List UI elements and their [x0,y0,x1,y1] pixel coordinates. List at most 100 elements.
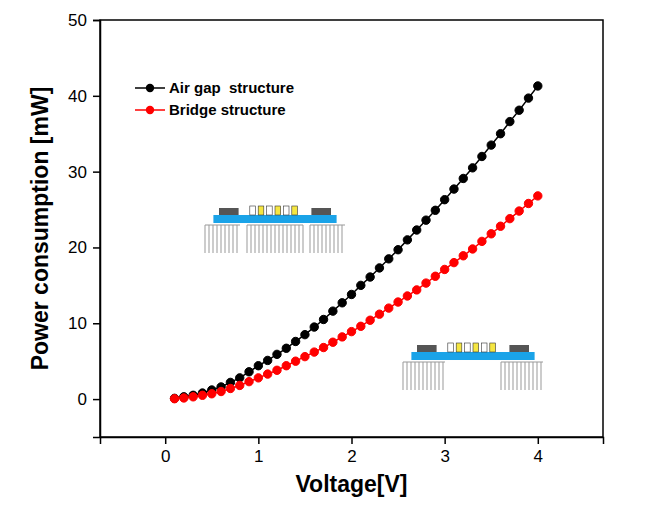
marker [422,216,430,224]
marker [357,322,365,330]
marker [170,395,178,403]
tick: 20 [68,238,100,257]
marker [506,214,514,222]
plot-frame [100,20,603,437]
fin [291,225,292,253]
fin [213,225,214,253]
tick: 50 [68,11,100,30]
x-axis: 01234 [101,437,604,466]
marker [385,255,393,263]
substrate [411,352,534,360]
fin [205,225,206,253]
fin [423,362,424,390]
marker [534,192,542,200]
tick: 1 [254,437,263,466]
marker [245,368,253,376]
marker [478,152,486,160]
fin [330,225,331,253]
marker [282,344,290,352]
series-line [175,196,538,399]
marker [431,206,439,214]
tick: 0 [161,437,170,466]
marker [524,94,532,102]
fin [342,225,343,253]
marker [198,391,206,399]
pad [311,208,331,215]
fin [443,362,444,390]
fin [431,362,432,390]
marker [338,299,346,307]
tick-mark [93,399,100,401]
fin [217,225,218,253]
tick-mark [93,20,100,22]
y-axis: 01020304050 [68,11,100,438]
marker [254,374,262,382]
marker [496,222,504,230]
fin [318,225,319,253]
plot-area [170,82,542,403]
marker [403,236,411,244]
fin [521,362,522,390]
fin [513,362,514,390]
fin [525,362,526,390]
fin [283,225,284,253]
marker [468,245,476,253]
marker [338,333,346,341]
marker [208,390,216,398]
tick: 40 [68,87,100,106]
marker [291,337,299,345]
marker [226,384,234,392]
legend-label: Bridge structure [169,101,286,118]
electrode [267,206,273,215]
tick-label: 20 [68,238,87,257]
electrode [473,343,479,352]
marker [468,164,476,172]
schematic [403,343,543,390]
marker [450,185,458,193]
marker [450,258,458,266]
electrode [465,343,471,352]
fin [310,225,311,253]
fin [233,225,234,253]
fin [271,225,272,253]
marker [282,362,290,370]
marker [170,394,178,402]
marker [487,141,495,149]
chart: 0123401020304050Voltage[V]Power consumpt… [0,0,670,514]
marker [263,356,271,364]
marker [413,226,421,234]
fin [529,362,530,390]
marker [506,117,514,125]
tick-label: 0 [161,447,170,466]
electrode [448,343,454,352]
marker [217,387,225,395]
axis-line [101,438,604,445]
fin-base [403,362,445,363]
pad [219,208,239,215]
fin [435,362,436,390]
marker [273,350,281,358]
tick-mark [165,437,167,444]
tick-label: 30 [68,163,87,182]
tick-label: 4 [534,447,543,466]
electrode [456,343,462,352]
fin [427,362,428,390]
fin [251,225,252,253]
marker [459,174,467,182]
tick-label: 2 [347,447,356,466]
fin [229,225,230,253]
marker [496,130,504,138]
y-axis-title: Power consumption [mW] [27,87,53,371]
fin [303,225,304,253]
marker [366,316,374,324]
marker [245,377,253,385]
substrate [213,215,336,223]
fin-base [247,225,303,226]
fin-base [310,225,345,226]
tick-label: 0 [78,390,87,409]
fin [314,225,315,253]
fin [407,362,408,390]
tick: 4 [534,437,543,466]
fin [403,362,404,390]
tick: 2 [347,437,356,466]
